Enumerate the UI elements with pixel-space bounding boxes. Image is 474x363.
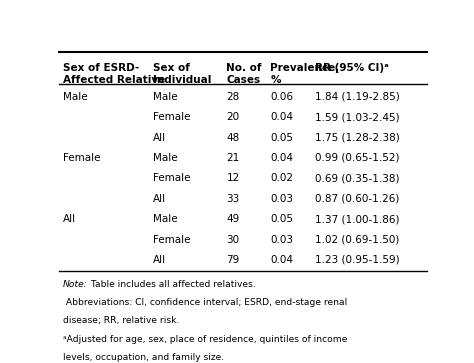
Text: Cases: Cases bbox=[227, 75, 261, 85]
Text: 0.04: 0.04 bbox=[271, 112, 293, 122]
Text: All: All bbox=[153, 255, 166, 265]
Text: 79: 79 bbox=[227, 255, 240, 265]
Text: Affected Relative: Affected Relative bbox=[63, 75, 165, 85]
Text: 0.99 (0.65-1.52): 0.99 (0.65-1.52) bbox=[315, 153, 399, 163]
Text: Male: Male bbox=[153, 153, 178, 163]
Text: disease; RR, relative risk.: disease; RR, relative risk. bbox=[63, 317, 179, 325]
Text: Prevalence,: Prevalence, bbox=[271, 62, 340, 73]
Text: levels, occupation, and family size.: levels, occupation, and family size. bbox=[63, 353, 224, 362]
Text: 1.02 (0.69-1.50): 1.02 (0.69-1.50) bbox=[315, 234, 399, 245]
Text: Female: Female bbox=[153, 174, 191, 183]
Text: 1.23 (0.95-1.59): 1.23 (0.95-1.59) bbox=[315, 255, 399, 265]
Text: Female: Female bbox=[153, 112, 191, 122]
Text: 0.06: 0.06 bbox=[271, 92, 293, 102]
Text: Female: Female bbox=[63, 153, 100, 163]
Text: 0.04: 0.04 bbox=[271, 153, 293, 163]
Text: All: All bbox=[63, 214, 76, 224]
Text: Female: Female bbox=[153, 234, 191, 245]
Text: 1.37 (1.00-1.86): 1.37 (1.00-1.86) bbox=[315, 214, 399, 224]
Text: Abbreviations: CI, confidence interval; ESRD, end-stage renal: Abbreviations: CI, confidence interval; … bbox=[63, 298, 347, 307]
Text: No. of: No. of bbox=[227, 62, 262, 73]
Text: 0.87 (0.60-1.26): 0.87 (0.60-1.26) bbox=[315, 194, 399, 204]
Text: Table includes all affected relatives.: Table includes all affected relatives. bbox=[88, 280, 255, 289]
Text: 20: 20 bbox=[227, 112, 239, 122]
Text: 1.84 (1.19-2.85): 1.84 (1.19-2.85) bbox=[315, 92, 399, 102]
Text: Sex of ESRD-: Sex of ESRD- bbox=[63, 62, 139, 73]
Text: Individual: Individual bbox=[153, 75, 211, 85]
Text: ᵃAdjusted for age, sex, place of residence, quintiles of income: ᵃAdjusted for age, sex, place of residen… bbox=[63, 335, 347, 343]
Text: All: All bbox=[153, 194, 166, 204]
Text: 12: 12 bbox=[227, 174, 240, 183]
Text: 1.59 (1.03-2.45): 1.59 (1.03-2.45) bbox=[315, 112, 399, 122]
Text: Male: Male bbox=[153, 92, 178, 102]
Text: Note:: Note: bbox=[63, 280, 88, 289]
Text: 0.03: 0.03 bbox=[271, 234, 293, 245]
Text: 33: 33 bbox=[227, 194, 240, 204]
Text: All: All bbox=[153, 132, 166, 143]
Text: 30: 30 bbox=[227, 234, 239, 245]
Text: 28: 28 bbox=[227, 92, 240, 102]
Text: 48: 48 bbox=[227, 132, 240, 143]
Text: 49: 49 bbox=[227, 214, 240, 224]
Text: RR (95% CI)ᵃ: RR (95% CI)ᵃ bbox=[315, 62, 388, 73]
Text: Male: Male bbox=[63, 92, 88, 102]
Text: 0.05: 0.05 bbox=[271, 132, 293, 143]
Text: Sex of: Sex of bbox=[153, 62, 190, 73]
Text: 0.69 (0.35-1.38): 0.69 (0.35-1.38) bbox=[315, 174, 399, 183]
Text: %: % bbox=[271, 75, 281, 85]
Text: 0.02: 0.02 bbox=[271, 174, 293, 183]
Text: 0.05: 0.05 bbox=[271, 214, 293, 224]
Text: Male: Male bbox=[153, 214, 178, 224]
Text: 21: 21 bbox=[227, 153, 240, 163]
Text: 0.03: 0.03 bbox=[271, 194, 293, 204]
Text: 1.75 (1.28-2.38): 1.75 (1.28-2.38) bbox=[315, 132, 399, 143]
Text: 0.04: 0.04 bbox=[271, 255, 293, 265]
